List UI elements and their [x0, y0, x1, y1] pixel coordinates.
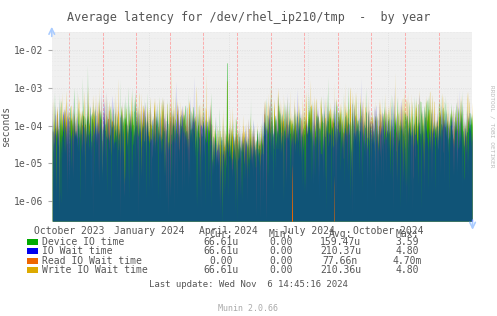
- Text: 66.61u: 66.61u: [204, 237, 239, 247]
- Text: 0.00: 0.00: [269, 256, 293, 266]
- Text: RRDTOOL / TOBI OETIKER: RRDTOOL / TOBI OETIKER: [490, 85, 495, 168]
- Text: Min:: Min:: [269, 229, 293, 239]
- Text: 159.47u: 159.47u: [320, 237, 361, 247]
- Text: 0.00: 0.00: [269, 237, 293, 247]
- Text: Cur:: Cur:: [209, 229, 233, 239]
- Text: 0.00: 0.00: [269, 265, 293, 275]
- Text: 0.00: 0.00: [269, 246, 293, 256]
- Text: Munin 2.0.66: Munin 2.0.66: [219, 304, 278, 313]
- Text: 66.61u: 66.61u: [204, 246, 239, 256]
- Text: 210.36u: 210.36u: [320, 265, 361, 275]
- Text: 77.66n: 77.66n: [323, 256, 358, 266]
- Text: 3.59: 3.59: [396, 237, 419, 247]
- Text: 66.61u: 66.61u: [204, 265, 239, 275]
- Text: 4.80: 4.80: [396, 246, 419, 256]
- Text: Last update: Wed Nov  6 14:45:16 2024: Last update: Wed Nov 6 14:45:16 2024: [149, 280, 348, 289]
- Text: Device IO time: Device IO time: [42, 237, 124, 247]
- Text: 210.37u: 210.37u: [320, 246, 361, 256]
- Text: 4.70m: 4.70m: [393, 256, 422, 266]
- Text: Avg:: Avg:: [329, 229, 352, 239]
- Text: IO Wait time: IO Wait time: [42, 246, 113, 256]
- Text: Write IO Wait time: Write IO Wait time: [42, 265, 148, 275]
- Y-axis label: seconds: seconds: [1, 106, 11, 147]
- Text: Read IO Wait time: Read IO Wait time: [42, 256, 142, 266]
- Text: Average latency for /dev/rhel_ip210/tmp  -  by year: Average latency for /dev/rhel_ip210/tmp …: [67, 11, 430, 24]
- Text: 0.00: 0.00: [209, 256, 233, 266]
- Text: 4.80: 4.80: [396, 265, 419, 275]
- Text: Max:: Max:: [396, 229, 419, 239]
